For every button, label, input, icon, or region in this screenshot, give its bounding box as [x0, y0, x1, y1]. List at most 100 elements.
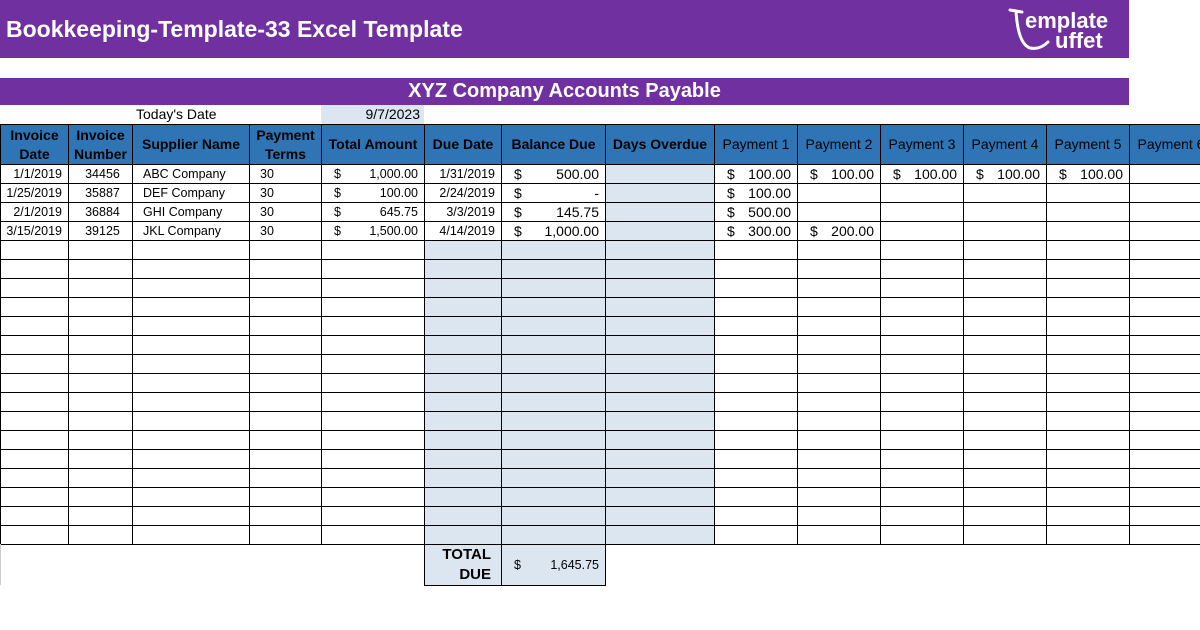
empty-cell [249, 468, 322, 488]
empty-cell [1046, 411, 1130, 431]
empty-cell [1046, 297, 1130, 317]
empty-cell [68, 354, 133, 374]
empty-cell [501, 373, 606, 393]
empty-cell [1046, 430, 1130, 450]
empty-cell [797, 392, 881, 412]
empty-cell [880, 506, 964, 526]
total-cell: $1,645.75 [501, 544, 606, 586]
empty-cell [1046, 373, 1130, 393]
empty-cell [1046, 449, 1130, 469]
empty-cell [963, 468, 1047, 488]
empty-cell [797, 430, 881, 450]
empty-cell [1046, 354, 1130, 374]
empty-cell [963, 259, 1047, 279]
currency-cell: $500.00 [501, 164, 606, 184]
empty-cell [501, 487, 606, 507]
empty-cell [501, 297, 606, 317]
empty-cell [797, 411, 881, 431]
column-header: Balance Due [501, 124, 606, 165]
empty-cell [132, 373, 250, 393]
empty-cell [714, 297, 798, 317]
empty-cell [605, 354, 715, 374]
empty-cell [501, 278, 606, 298]
empty-cell [132, 506, 250, 526]
empty-cell [880, 202, 964, 222]
empty-cell [605, 373, 715, 393]
empty-cell [963, 430, 1047, 450]
amount: 100.00 [1080, 166, 1123, 182]
empty-cell [880, 449, 964, 469]
empty-cell [0, 449, 69, 469]
empty-cell [880, 525, 964, 545]
empty-cell [1046, 259, 1130, 279]
empty-cell [501, 449, 606, 469]
empty-cell [68, 278, 133, 298]
empty-cell [714, 430, 798, 450]
empty-cell [797, 487, 881, 507]
currency-cell: $145.75 [501, 202, 606, 222]
empty-cell [132, 468, 250, 488]
empty-cell [501, 259, 606, 279]
cell: 30 [249, 164, 322, 184]
empty-cell [1046, 392, 1130, 412]
empty-cell [424, 259, 502, 279]
empty-cell [249, 278, 322, 298]
empty-cell [0, 259, 69, 279]
empty-cell [963, 487, 1047, 507]
empty-cell [1046, 221, 1130, 241]
empty-cell [501, 506, 606, 526]
column-header: Payment 2 [797, 124, 881, 165]
empty-cell [880, 487, 964, 507]
empty-cell [321, 487, 425, 507]
empty-cell [249, 335, 322, 355]
empty-cell [1129, 240, 1200, 260]
empty-cell [249, 449, 322, 469]
empty-cell [797, 506, 881, 526]
empty-cell [501, 411, 606, 431]
cell: 2/1/2019 [0, 202, 69, 222]
empty-cell [797, 449, 881, 469]
empty-cell [321, 525, 425, 545]
empty-cell [0, 240, 69, 260]
empty-cell [132, 411, 250, 431]
empty-cell [321, 297, 425, 317]
empty-cell [963, 525, 1047, 545]
column-header: Payment 4 [963, 124, 1047, 165]
empty-cell [880, 468, 964, 488]
empty-cell [132, 259, 250, 279]
empty-cell [1129, 430, 1200, 450]
empty-cell [0, 487, 69, 507]
currency-symbol: $ [334, 224, 341, 238]
currency-cell: $1,000.00 [501, 221, 606, 241]
empty-cell [880, 316, 964, 336]
empty-cell [1129, 259, 1200, 279]
empty-cell [1129, 506, 1200, 526]
cell: 1/25/2019 [0, 183, 69, 203]
empty-cell [797, 335, 881, 355]
column-header: Supplier Name [132, 124, 250, 165]
empty-cell [132, 392, 250, 412]
empty-cell [132, 525, 250, 545]
empty-cell [249, 525, 322, 545]
amount: 100.00 [831, 166, 874, 182]
empty-cell [0, 525, 69, 545]
currency-symbol: $ [514, 223, 522, 239]
banner-title: Bookkeeping-Template-33 Excel Template [6, 16, 463, 42]
empty-cell [714, 487, 798, 507]
currency-cell: $ - [501, 183, 606, 203]
cell: 30 [249, 221, 322, 241]
empty-cell [68, 525, 133, 545]
column-header: Invoice Number [68, 124, 133, 165]
amount: 1,000.00 [544, 223, 600, 239]
empty-cell [0, 297, 69, 317]
empty-cell [714, 525, 798, 545]
cell: 30 [249, 183, 322, 203]
empty-cell [321, 411, 425, 431]
empty-cell [0, 354, 69, 374]
column-header: Payment 1 [714, 124, 798, 165]
empty-cell [880, 240, 964, 260]
empty-cell [132, 487, 250, 507]
cell: 35887 [68, 183, 133, 203]
empty-cell [880, 430, 964, 450]
empty-cell [424, 468, 502, 488]
